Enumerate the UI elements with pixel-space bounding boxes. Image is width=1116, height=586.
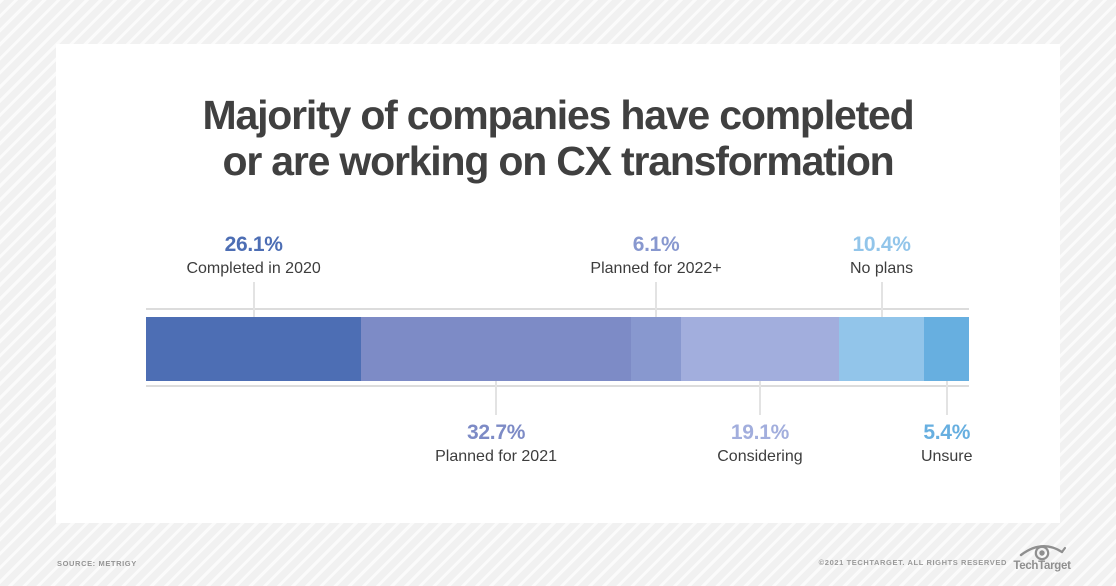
percent-value: 19.1% (730, 421, 789, 444)
callout-no-plans: 10.4% No plans (850, 232, 913, 280)
percent-value: 6.1% (632, 233, 680, 256)
bar-segment-considering (681, 317, 839, 381)
category-label: Considering (717, 448, 803, 465)
footer-right: ©2021 TECHTARGET. ALL RIGHTS RESERVED Te… (818, 540, 1071, 572)
stacked-bar (146, 317, 969, 381)
category-label: Planned for 2022+ (590, 260, 722, 277)
percent-value: 10.4% (852, 233, 911, 256)
category-label: Unsure (920, 448, 973, 465)
bar-segment-completed-in-2020 (146, 317, 362, 381)
category-label: No plans (850, 260, 914, 277)
eye-target-icon (1017, 540, 1067, 562)
connector-line-planned-for-2022 (655, 282, 658, 317)
gridline-bottom (146, 385, 969, 387)
callout-planned-for-2022: 6.1% Planned for 2022+ (590, 232, 721, 280)
category-label: Planned for 2021 (435, 448, 557, 465)
techtarget-logo-text: TechTarget (1013, 560, 1071, 572)
copyright-caption: ©2021 TECHTARGET. ALL RIGHTS RESERVED (818, 558, 1007, 567)
chart-title: Majority of companies have completed or … (56, 92, 1060, 184)
percent-value: 26.1% (224, 233, 283, 256)
connector-line-unsure (945, 381, 948, 415)
bar-segment-planned-for-2022 (630, 317, 682, 381)
callout-completed-in-2020: 26.1% Completed in 2020 (186, 232, 320, 280)
source-caption: SOURCE: METRIGY (57, 559, 137, 568)
callout-planned-for-2021: 32.7% Planned for 2021 (435, 420, 557, 468)
connector-line-planned-for-2021 (495, 381, 498, 415)
bar-segment-planned-for-2021 (361, 317, 631, 381)
connector-line-considering (758, 381, 761, 415)
gridline-top (146, 308, 969, 310)
stacked-bar-chart: 26.1% Completed in 2020 32.7% Planned for 2… (146, 44, 973, 523)
callout-considering: 19.1% Considering (717, 420, 802, 468)
connector-line-no-plans (880, 282, 883, 317)
category-label: Completed in 2020 (186, 260, 321, 277)
bar-segment-no-plans (838, 317, 925, 381)
chart-card: Majority of companies have completed or … (56, 44, 1060, 523)
chart-title-line1: Majority of companies have completed (202, 92, 915, 138)
callout-unsure: 5.4% Unsure (921, 420, 973, 468)
percent-value: 32.7% (467, 421, 526, 444)
bar-segment-unsure (924, 317, 969, 381)
chart-title-line2: or are working on CX transformation (222, 138, 894, 184)
percent-value: 5.4% (923, 421, 971, 444)
techtarget-logo: TechTarget (1013, 540, 1071, 572)
connector-line-completed-in-2020 (252, 282, 255, 317)
